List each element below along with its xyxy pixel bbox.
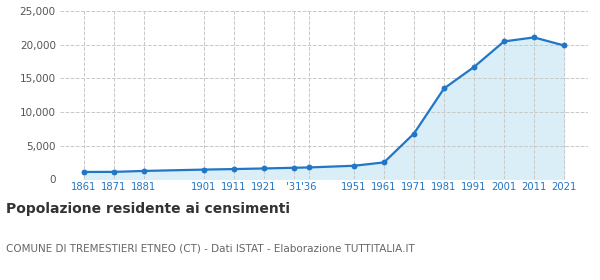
Point [229, 167, 239, 171]
Text: COMUNE DI TREMESTIERI ETNEO (CT) - Dati ISTAT - Elaborazione TUTTITALIA.IT: COMUNE DI TREMESTIERI ETNEO (CT) - Dati … [6, 244, 415, 254]
Point [409, 131, 419, 136]
Point [379, 160, 389, 165]
Point [304, 165, 314, 170]
Point [469, 65, 479, 69]
Point [529, 35, 539, 40]
Point [199, 167, 209, 172]
Text: Popolazione residente ai censimenti: Popolazione residente ai censimenti [6, 202, 290, 216]
Point [439, 86, 449, 91]
Point [349, 164, 359, 168]
Point [559, 43, 569, 48]
Point [259, 166, 269, 171]
Point [79, 170, 89, 174]
Point [139, 169, 149, 173]
Point [289, 165, 299, 170]
Point [109, 170, 119, 174]
Point [499, 39, 509, 44]
